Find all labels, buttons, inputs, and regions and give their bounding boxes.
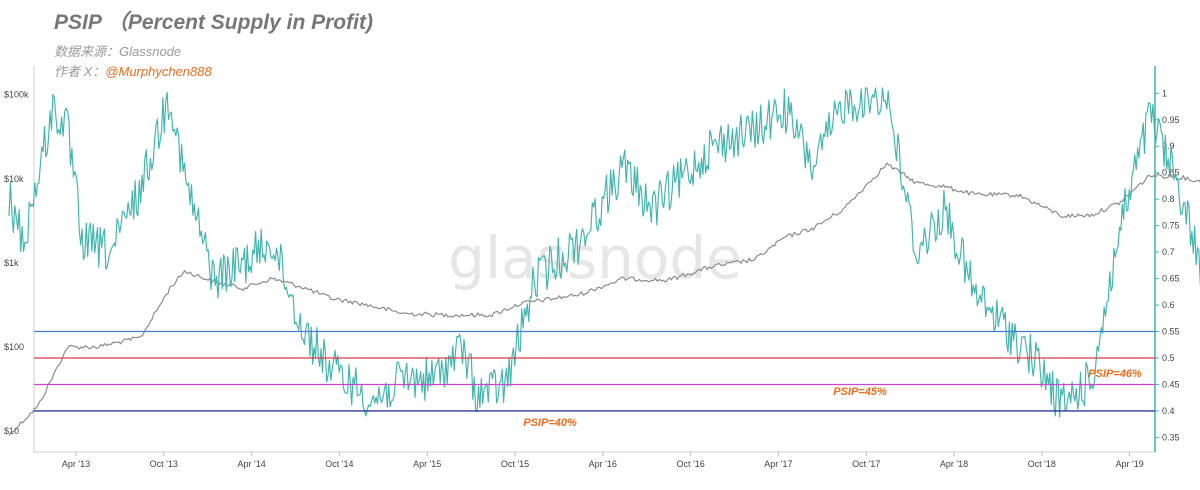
right-y-tick-label: 1 [1162,88,1167,98]
x-tick-label: Oct '14 [325,459,353,469]
author-prefix: 作者 X： [54,64,106,79]
right-y-tick-label: 0.4 [1162,406,1175,416]
x-tick-label: Oct '15 [501,459,529,469]
chart-header: PSIP （Percent Supply in Profit) 数据来源：Gla… [54,10,373,80]
x-tick-label: Apr '16 [589,459,617,469]
psip-annotation: PSIP=40% [523,417,577,429]
x-tick-label: Apr '14 [237,459,265,469]
author-label: 作者 X：@Murphychen888 [54,64,373,80]
author-handle[interactable]: @Murphychen888 [105,64,212,79]
x-tick-label: Apr '19 [1115,459,1143,469]
right-y-tick-label: 0.7 [1162,247,1175,257]
right-y-tick-label: 0.9 [1162,141,1175,151]
left-y-tick-label: $10 [4,426,19,436]
right-y-tick-label: 0.5 [1162,353,1175,363]
x-tick-label: Apr '18 [940,459,968,469]
psip-annotation: PSIP=45% [833,386,887,398]
psip-annotation: PSIP=46% [1088,368,1142,380]
right-y-tick-label: 0.35 [1162,432,1180,442]
x-tick-label: Apr '13 [62,459,90,469]
right-y-tick-label: 0.45 [1162,379,1180,389]
x-tick-label: Apr '15 [413,459,441,469]
right-y-tick-label: 0.55 [1162,327,1180,337]
right-y-tick-label: 0.85 [1162,168,1180,178]
left-y-tick-label: $100 [4,342,24,352]
data-source-label: 数据来源：Glassnode [54,44,182,59]
x-tick-label: Oct '17 [852,459,880,469]
btc-price-series-line [8,162,1200,436]
left-y-tick-label: $1k [4,258,19,268]
x-tick-label: Oct '18 [1028,459,1056,469]
left-y-tick-label: $10k [4,174,24,184]
right-y-tick-label: 0.6 [1162,300,1175,310]
x-tick-label: Oct '13 [150,459,178,469]
x-tick-label: Apr '17 [764,459,792,469]
x-tick-label: Oct '16 [676,459,704,469]
glassnode-watermark: glassnode [448,224,742,292]
right-y-tick-label: 0.65 [1162,274,1180,284]
psip-series-line [8,87,1200,418]
right-y-tick-label: 0.8 [1162,194,1175,204]
left-y-tick-label: $100k [4,90,29,100]
right-y-tick-label: 0.75 [1162,221,1180,231]
chart-title: PSIP （Percent Supply in Profit) [54,11,373,34]
right-y-tick-label: 0.95 [1162,115,1180,125]
